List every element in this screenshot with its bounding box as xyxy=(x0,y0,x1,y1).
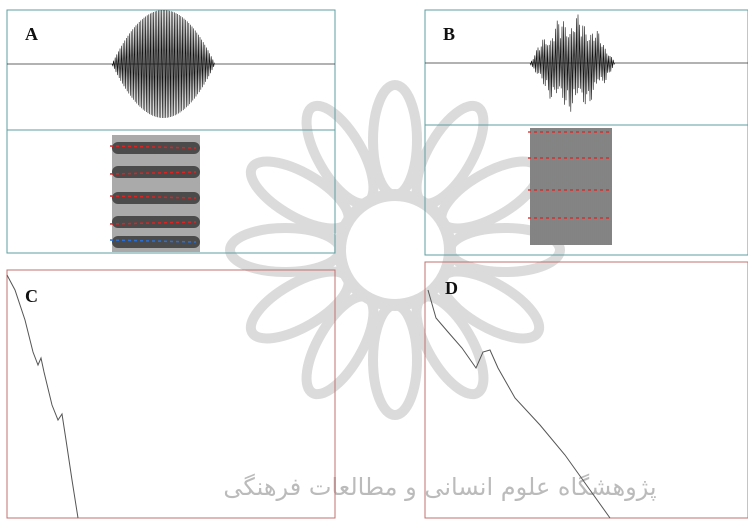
watermark-emblem xyxy=(225,80,565,420)
emblem-petal xyxy=(301,291,379,400)
waveform xyxy=(111,9,215,119)
spectrogram xyxy=(109,135,200,252)
formant-track xyxy=(109,239,197,243)
formant-track xyxy=(109,221,197,225)
spectrogram-frame xyxy=(424,124,748,256)
emblem-petal xyxy=(368,80,422,200)
waveform-trace xyxy=(111,9,215,119)
panel-label: A xyxy=(25,24,38,44)
panel-label: C xyxy=(25,286,38,306)
emblem-petal xyxy=(301,100,379,209)
emblem-petal xyxy=(411,100,489,209)
formant-band xyxy=(112,216,200,228)
waveform xyxy=(529,14,616,112)
emblem-ring xyxy=(334,189,456,311)
spectrum-frame xyxy=(424,261,748,519)
watermark-text: پژوهشگاه علوم انسانی و مطالعات فرهنگی xyxy=(223,473,656,501)
emblem-petal xyxy=(411,291,489,400)
emblem-petal xyxy=(245,156,354,234)
formant-band xyxy=(112,192,200,204)
spectrum-frame xyxy=(6,269,336,519)
formant-track xyxy=(109,171,197,175)
waveform-trace xyxy=(529,14,616,112)
formant-track xyxy=(109,195,197,199)
emblem-petal xyxy=(445,223,565,277)
panel-label: B xyxy=(443,24,455,44)
panel-label: D xyxy=(445,278,458,298)
spectrum-curve xyxy=(427,289,611,519)
spectrum-curve xyxy=(6,274,79,519)
formant-band xyxy=(112,166,200,178)
emblem-petal xyxy=(245,266,354,344)
formant-band xyxy=(112,236,200,248)
spectrogram-frame xyxy=(6,129,336,254)
formant-band xyxy=(112,142,200,154)
emblem-petal xyxy=(368,300,422,420)
emblem-petal xyxy=(225,223,345,277)
spectrogram xyxy=(528,128,612,245)
emblem-petal xyxy=(436,266,545,344)
formant-track xyxy=(109,145,197,149)
